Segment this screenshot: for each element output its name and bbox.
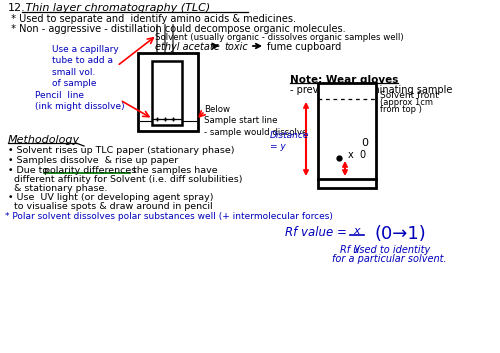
Text: Solvent front: Solvent front <box>380 91 439 100</box>
Text: * Polar solvent dissolves polar substances well (+ intermolecular forces): * Polar solvent dissolves polar substanc… <box>5 212 333 221</box>
Text: Thin layer chromatography (TLC): Thin layer chromatography (TLC) <box>22 3 210 13</box>
Text: - prevents contaminating sample: - prevents contaminating sample <box>290 85 452 95</box>
Text: Methodology: Methodology <box>8 135 80 145</box>
Text: the samples have: the samples have <box>130 166 218 175</box>
Text: Solvent (usually organic - dissolves organic samples well): Solvent (usually organic - dissolves org… <box>155 33 404 42</box>
Text: to visualise spots & draw around in pencil: to visualise spots & draw around in penc… <box>8 202 212 211</box>
Text: & stationary phase.: & stationary phase. <box>8 184 108 193</box>
Text: x  0: x 0 <box>348 150 366 160</box>
Text: for a particular solvent.: for a particular solvent. <box>332 254 446 264</box>
Text: • Solvent rises up TLC paper (stationary phase): • Solvent rises up TLC paper (stationary… <box>8 146 234 155</box>
Text: ethyl acetate: ethyl acetate <box>155 42 220 52</box>
Text: * Non - aggressive - distillation could decompose organic molecules.: * Non - aggressive - distillation could … <box>5 24 345 34</box>
Bar <box>318 83 376 188</box>
Text: y: y <box>354 243 360 253</box>
Text: (approx 1cm: (approx 1cm <box>380 98 433 107</box>
Text: Pencil  line
(ink might dissolve): Pencil line (ink might dissolve) <box>35 91 124 112</box>
Text: Rf value =: Rf value = <box>285 226 350 239</box>
Text: fume cupboard: fume cupboard <box>267 42 341 52</box>
Bar <box>152 61 182 125</box>
Text: Distance
= y: Distance = y <box>270 131 310 151</box>
Text: (0→1): (0→1) <box>375 225 427 243</box>
Text: 0: 0 <box>361 138 368 148</box>
Bar <box>138 53 198 131</box>
Text: • Due to: • Due to <box>8 166 51 175</box>
Text: polarity differences: polarity differences <box>44 166 136 175</box>
Text: different affinity for Solvent (i.e. diff solubilities): different affinity for Solvent (i.e. dif… <box>8 175 242 184</box>
Text: toxic: toxic <box>224 42 248 52</box>
Text: from top ): from top ) <box>380 105 422 114</box>
Text: Below
Sample start line
- sample would dissolve: Below Sample start line - sample would d… <box>204 105 308 137</box>
Text: x: x <box>354 226 360 236</box>
Text: * Used to separate and  identify amino acids & medicines.: * Used to separate and identify amino ac… <box>5 14 296 24</box>
Text: Note: Wear gloves: Note: Wear gloves <box>290 75 399 85</box>
Text: • Use  UV light (or developing agent spray): • Use UV light (or developing agent spra… <box>8 193 214 202</box>
Text: Rf used to identity: Rf used to identity <box>340 245 430 255</box>
Text: • Samples dissolve  & rise up paper: • Samples dissolve & rise up paper <box>8 156 178 165</box>
Text: Use a capillary
tube to add a
small vol.
of sample: Use a capillary tube to add a small vol.… <box>52 45 119 88</box>
Text: 12.: 12. <box>8 3 26 13</box>
